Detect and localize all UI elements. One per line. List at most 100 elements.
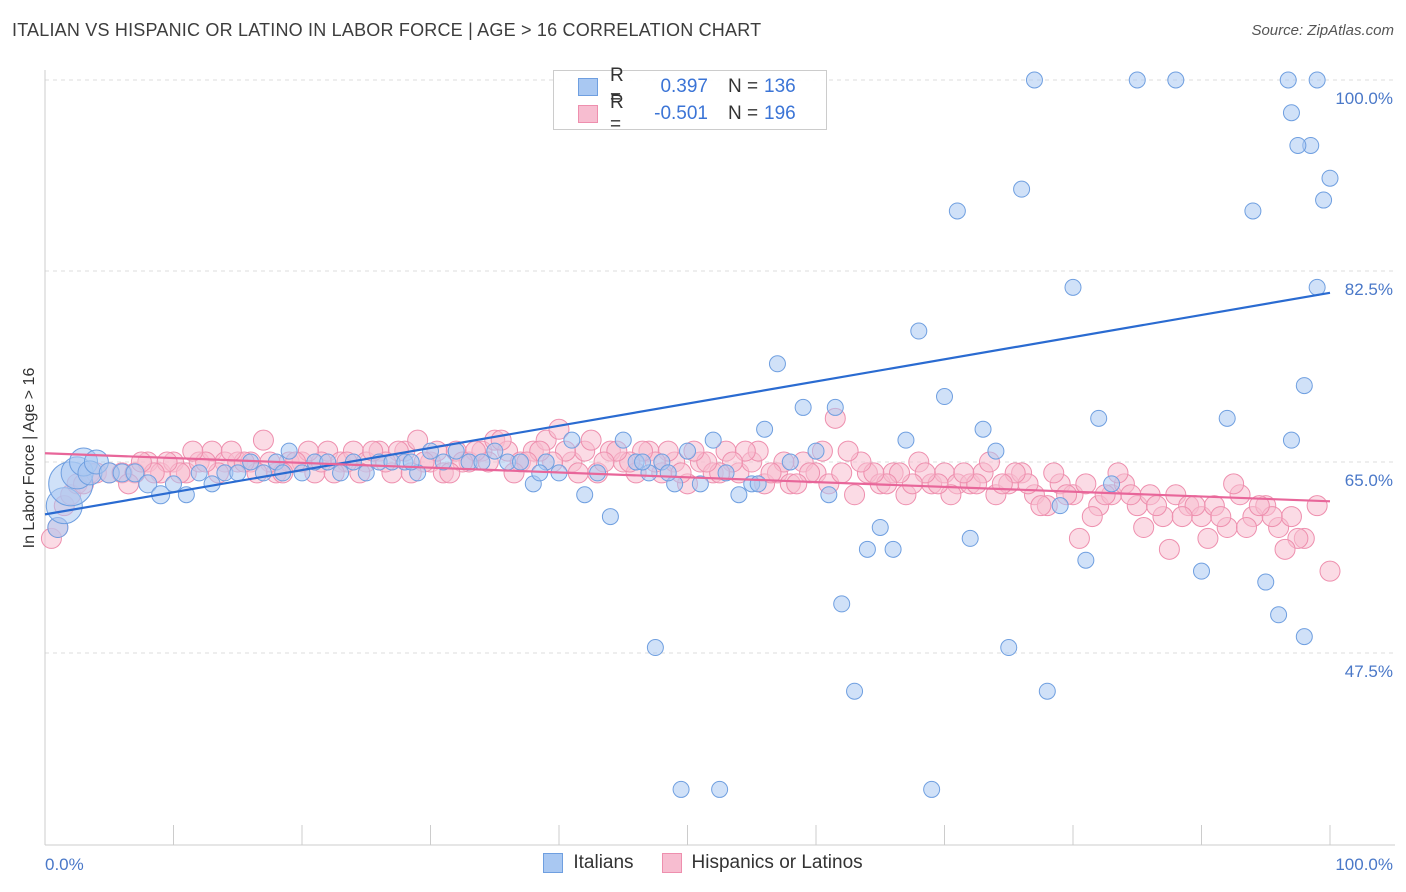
italians-point [1321, 169, 1339, 187]
italians-r-value: 0.397 [660, 76, 708, 97]
italians-point [1279, 71, 1297, 89]
italians-point [1090, 409, 1108, 427]
hispanics-point [1210, 506, 1232, 528]
italians-point [781, 453, 799, 471]
italians-point [1295, 377, 1313, 395]
italians-point [858, 540, 876, 558]
italians-points [45, 71, 1339, 798]
hispanics-n-label: N = [728, 103, 759, 124]
hispanics-trendline [44, 452, 1331, 503]
italians-point [576, 486, 594, 504]
italians-point [672, 780, 690, 798]
italians-point [974, 420, 992, 438]
hispanics-point [831, 462, 853, 484]
italians-point [936, 388, 953, 406]
hispanics-point [1235, 516, 1257, 538]
hispanics-n-value: 196 [764, 103, 796, 124]
italians-point [1064, 278, 1082, 296]
italians-point [961, 529, 979, 547]
hispanics-point [1274, 538, 1296, 560]
hispanics-point [1306, 495, 1328, 517]
italians-point [1270, 606, 1288, 624]
italians-r-label: R = [610, 65, 624, 108]
italians-point [923, 780, 941, 798]
italians-point [1282, 431, 1300, 449]
italians-point [1013, 180, 1031, 198]
italians-point [1295, 628, 1313, 646]
italians-point [125, 463, 145, 483]
italians-point [987, 442, 1005, 460]
italians-point [473, 453, 491, 471]
italians-point [948, 202, 966, 220]
hispanics-point [1068, 527, 1090, 549]
italians-point [646, 639, 664, 657]
italians-swatch [578, 78, 598, 96]
hispanics-swatch [578, 105, 598, 123]
italians-point [190, 464, 208, 482]
y-tick-label: 65.0% [1345, 471, 1393, 490]
hispanics-point [1075, 473, 1097, 495]
italians-point [1289, 136, 1307, 154]
italians-point [826, 398, 844, 416]
italians-point [165, 475, 182, 493]
italians-point [704, 431, 722, 449]
italians-point [1077, 551, 1095, 569]
hispanics-point [1319, 560, 1341, 582]
bottom-legend-italians: Italians [543, 852, 634, 874]
hispanics-point [1248, 495, 1270, 517]
hispanics-point [991, 473, 1013, 495]
italians-point [820, 486, 838, 504]
italians-point [357, 464, 375, 482]
italians-point [691, 475, 709, 493]
italians-point [293, 464, 311, 482]
italians-point [601, 508, 619, 526]
italians-point [1103, 475, 1121, 493]
italians-point [1315, 191, 1333, 209]
hispanics-point [182, 440, 204, 462]
hispanics-point [1171, 506, 1193, 528]
legend: R = 0.397 N = 136 R = -0.501 N = 196 [553, 65, 827, 135]
chart-source: Source: ZipAtlas.com [1251, 22, 1394, 39]
italians-point [138, 474, 158, 494]
hispanics-point [580, 429, 602, 451]
italians-point [749, 475, 767, 493]
italians-point [756, 420, 774, 438]
italians-point [1282, 104, 1300, 122]
italians-point [511, 453, 529, 471]
italians-point [846, 682, 864, 700]
italians-point [717, 464, 735, 482]
x-tick-label-max: 100.0% [1335, 855, 1393, 874]
bottom-italians-label: Italians [573, 852, 634, 873]
grid-lines [45, 79, 1395, 654]
italians-point [434, 453, 452, 471]
hispanics-point [953, 462, 975, 484]
italians-point [884, 540, 902, 558]
italians-point [486, 442, 504, 460]
italians-point [563, 431, 581, 449]
italians-point [833, 595, 851, 613]
italians-point [614, 431, 632, 449]
hispanics-point [1197, 527, 1219, 549]
hispanics-point [1133, 516, 1155, 538]
italians-point [280, 442, 298, 460]
y-tick-label: 82.5% [1345, 280, 1393, 299]
italians-point [1218, 409, 1236, 427]
italians-point [634, 453, 652, 471]
y-tick-label: 47.5% [1345, 662, 1393, 681]
italians-point [807, 442, 825, 460]
bottom-legend: Italians Hispanics or Latinos [0, 852, 1406, 874]
hispanics-point [1030, 495, 1052, 517]
italians-point [1244, 202, 1262, 220]
italians-point [1167, 71, 1185, 89]
hispanics-point [1146, 495, 1168, 517]
italians-point [659, 464, 677, 482]
y-tick-label: 100.0% [1335, 89, 1393, 108]
italians-point [1257, 573, 1275, 591]
bottom-italians-swatch [543, 853, 564, 873]
hispanics-point [220, 440, 242, 462]
x-axis-ticks [44, 825, 1331, 845]
bottom-legend-hispanics: Hispanics or Latinos [661, 852, 863, 874]
hispanics-point [1223, 473, 1245, 495]
italians-point [794, 398, 812, 416]
chart-title: ITALIAN VS HISPANIC OR LATINO IN LABOR F… [12, 20, 762, 40]
